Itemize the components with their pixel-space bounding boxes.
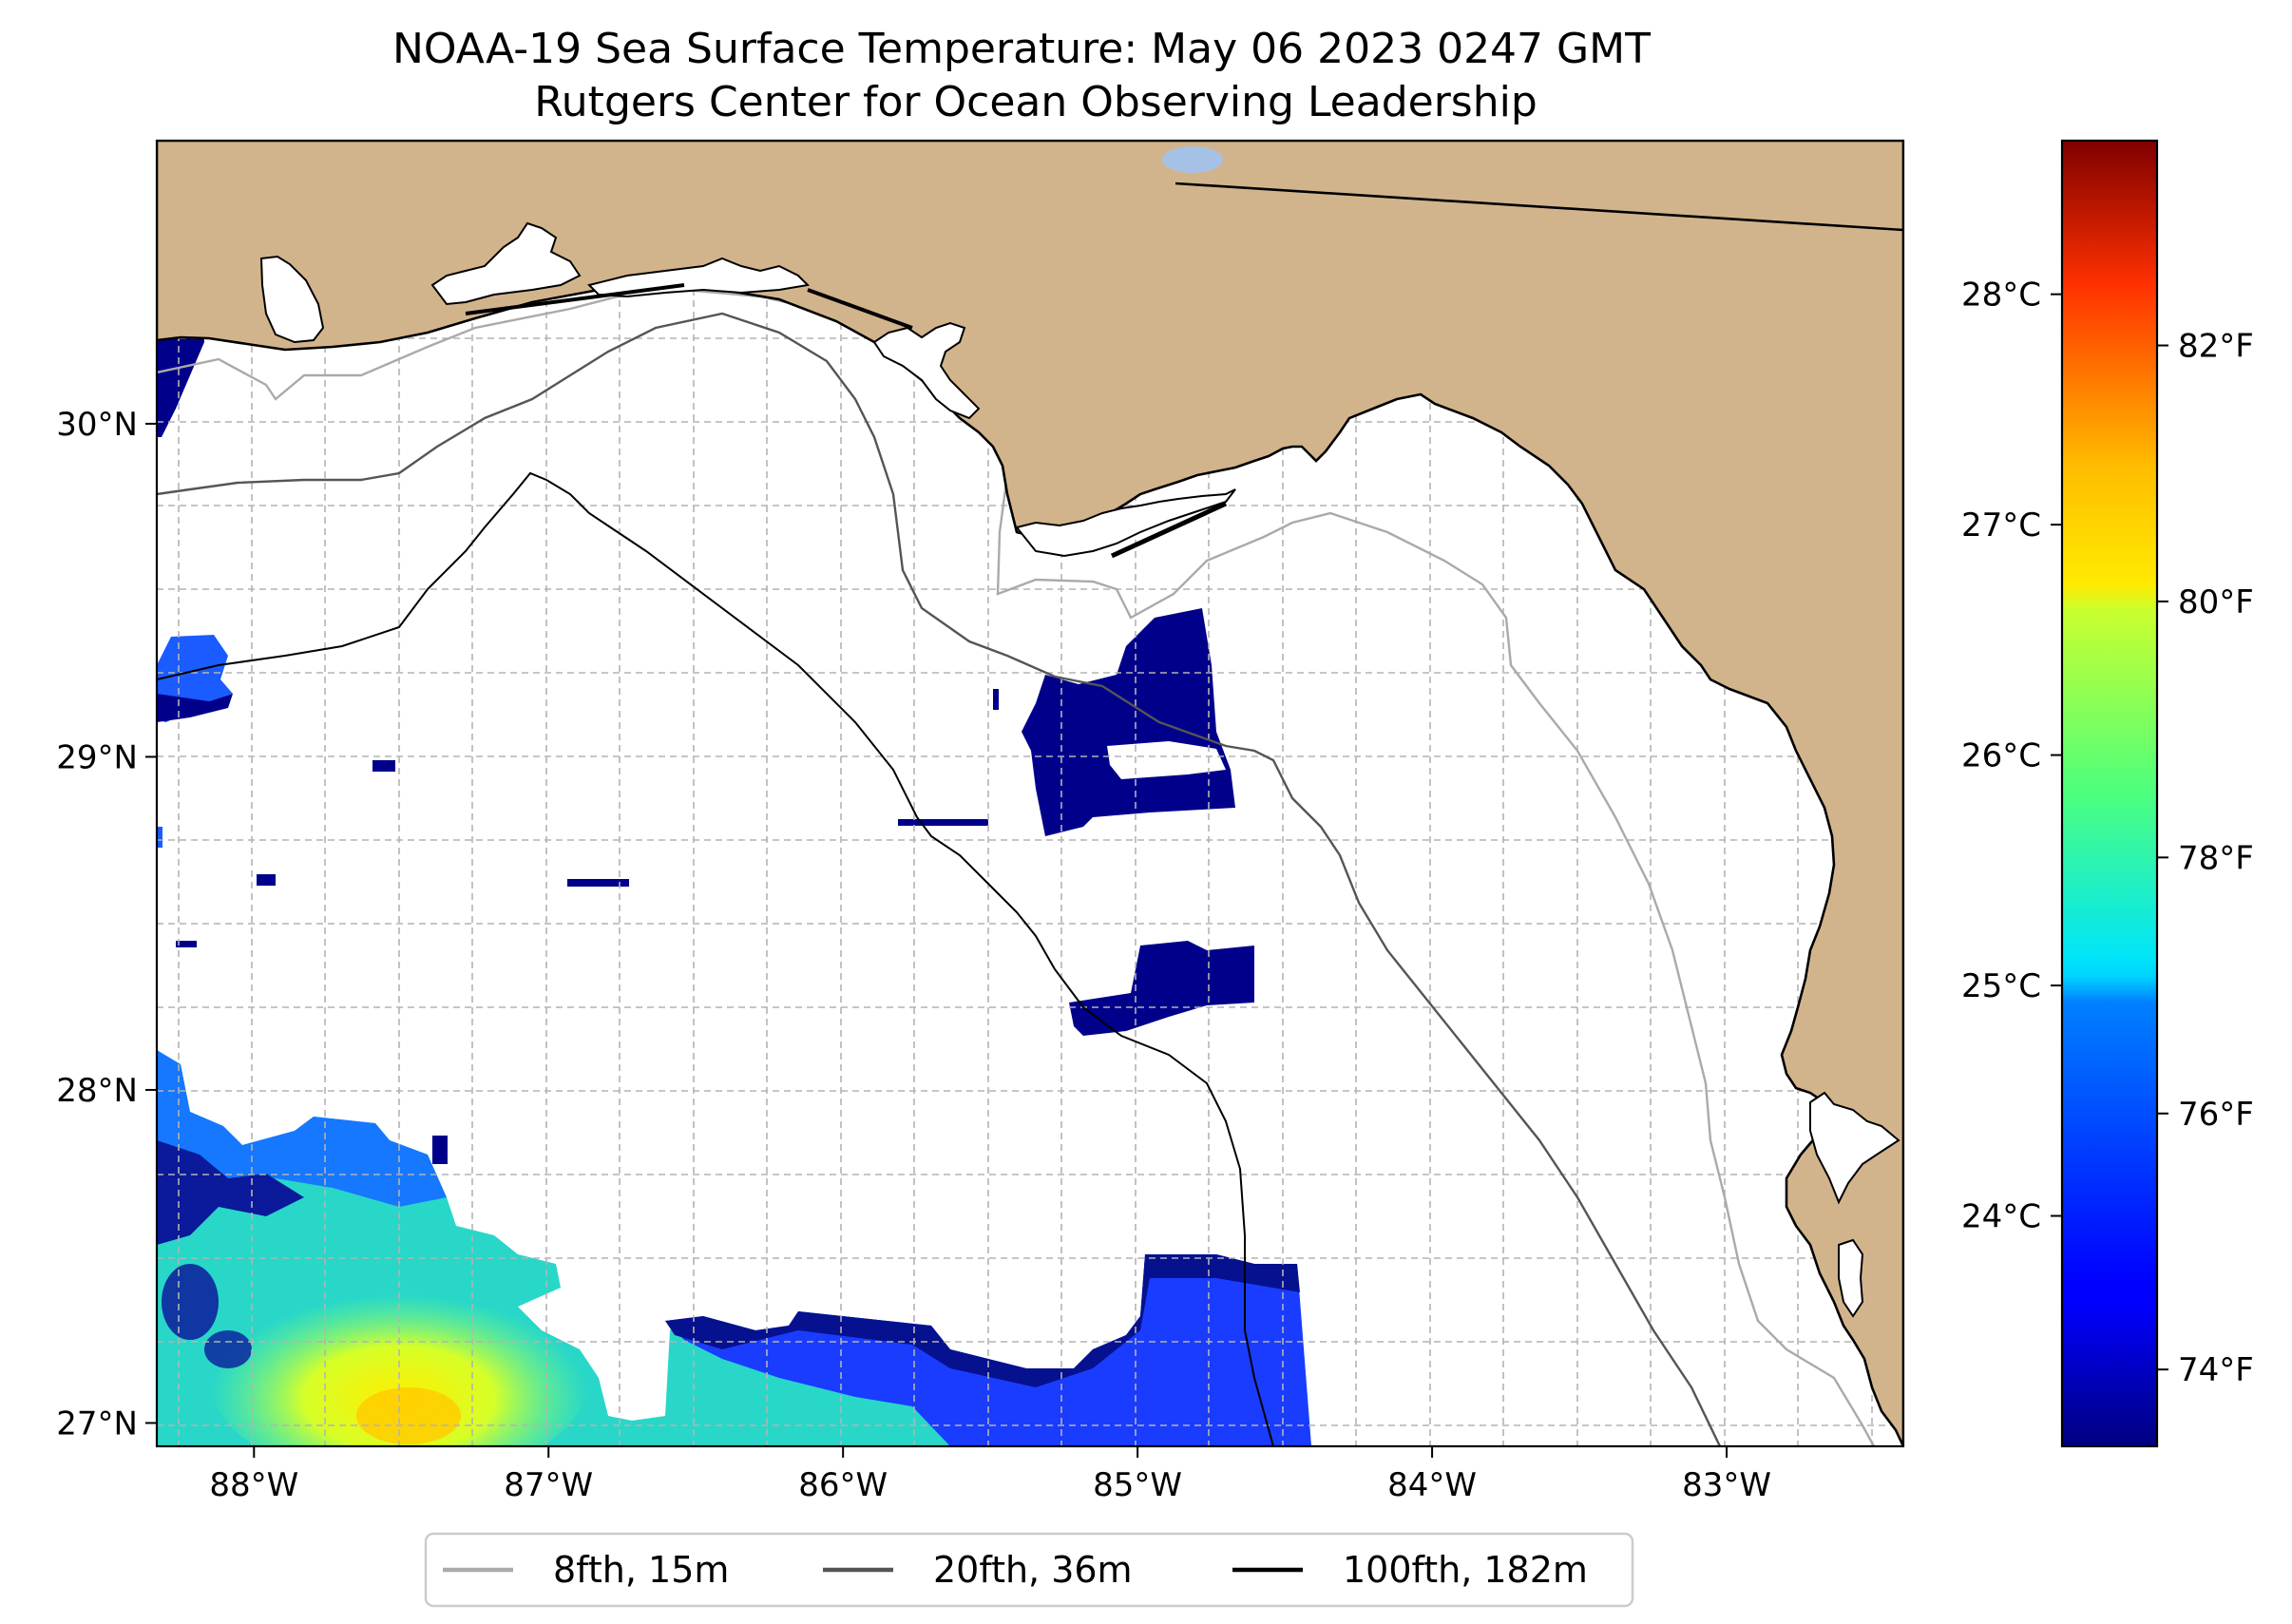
- lon-axis: 88°W 87°W 86°W 85°W 84°W 83°W: [209, 1446, 1771, 1504]
- colorbar: [2060, 139, 2159, 1448]
- fahrenheit-tick-label: 74°F: [2178, 1351, 2254, 1389]
- sst-patch-blue-band: [665, 1254, 1311, 1446]
- barrier-island-3: [1110, 501, 1228, 559]
- lat-tick-label: 30°N: [56, 406, 138, 444]
- choctawhatchee-bay: [587, 257, 811, 298]
- sst-patch-west-mid-dark: [157, 694, 233, 722]
- legend-label: 100fth, 182m: [1343, 1549, 1588, 1591]
- celsius-tick-label: 27°C: [1961, 506, 2041, 545]
- sst-warm-core: [209, 1273, 589, 1446]
- contour-legend: 8fth, 15m 20fth, 36m 100fth, 182m: [424, 1532, 1634, 1608]
- land-layer: [157, 141, 1903, 1446]
- fahrenheit-tick-label: 82°F: [2178, 328, 2254, 366]
- sst-patch-apalachicola: [1022, 608, 1235, 836]
- contour-8fth: [157, 288, 1876, 1446]
- sst-patch-west-dark: [157, 1140, 304, 1245]
- legend-box: [424, 1532, 1634, 1608]
- map-subtitle: Rutgers Center for Ocean Observing Leade…: [534, 78, 1538, 126]
- barrier-island-2: [807, 288, 913, 330]
- mobile-bay: [259, 255, 325, 344]
- lon-tick-label: 83°W: [1682, 1466, 1771, 1504]
- fahrenheit-tick-label: 76°F: [2178, 1096, 2254, 1134]
- st-andrew-bay: [872, 321, 981, 420]
- lake-seminole: [1162, 146, 1223, 173]
- lon-tick-label: 86°W: [798, 1466, 888, 1504]
- sst-speck-5: [176, 941, 197, 947]
- sst-patch-apalachicola-hole: [1107, 741, 1226, 779]
- sst-speck-3: [898, 819, 988, 826]
- sst-speck-1: [372, 760, 395, 772]
- sst-speck-2: [567, 879, 629, 887]
- sst-speck-4: [257, 874, 276, 886]
- sst-patch-dark-blue-edge: [665, 1254, 1300, 1387]
- sst-speck-8: [432, 1136, 448, 1164]
- sst-dark-eddy-1: [162, 1264, 219, 1340]
- celsius-tick-label: 25°C: [1961, 967, 2041, 1005]
- lon-tick-label: 87°W: [504, 1466, 593, 1504]
- map-frame: [155, 139, 1905, 1448]
- lat-tick-label: 28°N: [56, 1072, 138, 1110]
- charlotte-harbor: [1838, 1238, 1864, 1318]
- colorbar-celsius-ticks: 24°C 25°C 26°C 27°C 28°C: [1961, 277, 2062, 1236]
- sst-warmest-spot: [356, 1387, 461, 1444]
- lat-tick-label: 27°N: [56, 1404, 138, 1442]
- map-title: NOAA-19 Sea Surface Temperature: May 06 …: [392, 25, 1651, 73]
- sst-speck-6: [157, 827, 162, 848]
- celsius-tick-label: 24°C: [1961, 1198, 2041, 1236]
- apalachicola-bay: [1015, 488, 1236, 558]
- lon-tick-label: 88°W: [209, 1466, 298, 1504]
- barrier-island-1: [465, 283, 685, 315]
- pensacola-bay: [430, 221, 582, 306]
- state-border: [1175, 182, 1903, 232]
- map-panel: [157, 141, 1903, 1446]
- lon-tick-label: 84°W: [1387, 1466, 1477, 1504]
- lat-tick-label: 29°N: [56, 738, 138, 776]
- celsius-tick-label: 26°C: [1961, 737, 2041, 775]
- legend-label: 20fth, 36m: [933, 1549, 1133, 1591]
- colorbar-fahrenheit-ticks: 74°F 76°F 78°F 80°F 82°F: [2157, 328, 2254, 1389]
- legend-label: 8fth, 15m: [553, 1549, 729, 1591]
- contour-20fth: [157, 312, 1722, 1446]
- lat-axis: 27°N 28°N 29°N 30°N: [56, 406, 157, 1442]
- tampa-bay: [1809, 1091, 1900, 1205]
- fahrenheit-tick-label: 78°F: [2178, 839, 2254, 877]
- sst-speck-7: [993, 689, 999, 710]
- lon-tick-label: 85°W: [1093, 1466, 1182, 1504]
- map-gridlines: [157, 141, 1903, 1446]
- celsius-tick-label: 28°C: [1961, 277, 2041, 315]
- fahrenheit-tick-label: 80°F: [2178, 583, 2254, 621]
- sst-dark-eddy-2: [204, 1330, 252, 1368]
- contour-100fth: [157, 471, 1274, 1446]
